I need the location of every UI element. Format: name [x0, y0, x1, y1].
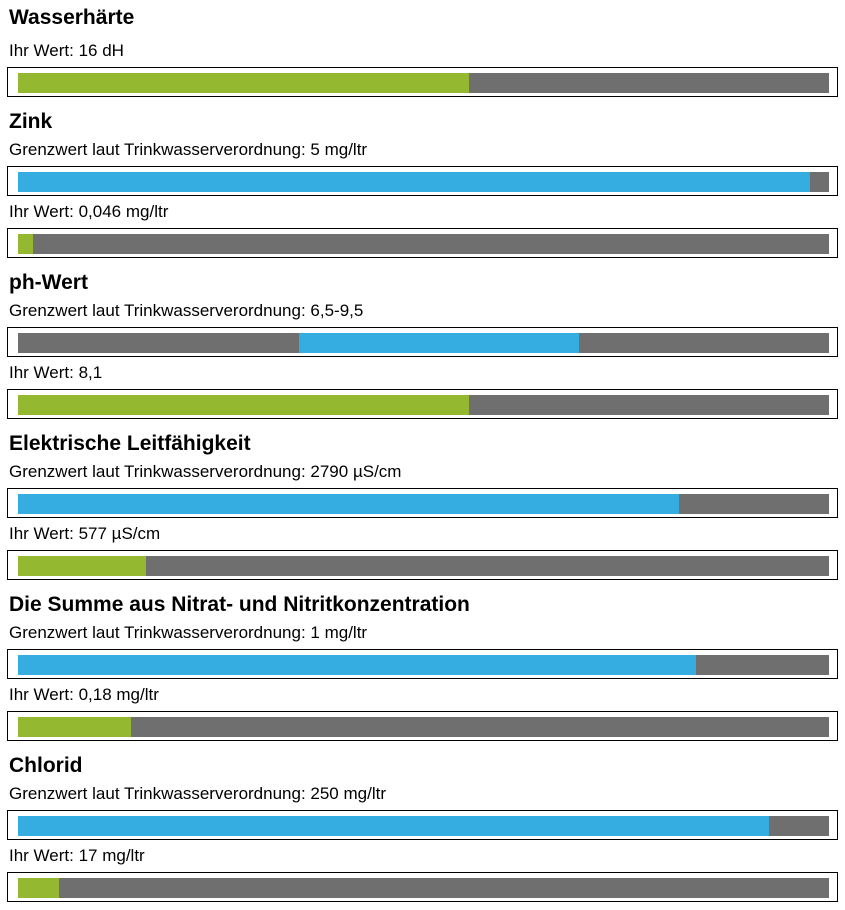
bar-track — [18, 172, 829, 192]
bar-track — [18, 816, 829, 836]
bar-track — [18, 234, 829, 254]
value-bar-wasserhaerte — [7, 67, 838, 97]
bar-track — [18, 494, 829, 514]
section-title-wasserhaerte: Wasserhärte — [9, 6, 135, 29]
value-label-leitfaehigkeit: Ihr Wert: 577 µS/cm — [9, 524, 161, 543]
bar-track — [18, 333, 829, 353]
bar-track — [18, 73, 829, 93]
limit-bar-fill — [18, 655, 696, 675]
limit-bar-zink — [7, 166, 838, 196]
section-title-leitfaehigkeit: Elektrische Leitfähigkeit — [9, 432, 251, 455]
section-title-chlorid: Chlorid — [9, 754, 83, 777]
bar-track — [18, 556, 829, 576]
bar-track — [18, 717, 829, 737]
bar-track — [18, 655, 829, 675]
limit-bar-nitrat-nitrit — [7, 649, 838, 679]
value-bar-leitfaehigkeit — [7, 550, 838, 580]
value-bar-fill — [18, 878, 59, 898]
value-bar-fill — [18, 73, 469, 93]
limit-bar-fill — [18, 494, 679, 514]
limit-bar-fill — [18, 816, 769, 836]
value-bar-zink — [7, 228, 838, 258]
section-title-nitrat-nitrit: Die Summe aus Nitrat- und Nitritkonzentr… — [9, 593, 470, 616]
limit-bar-chlorid — [7, 810, 838, 840]
section-title-zink: Zink — [9, 110, 53, 133]
bar-track — [18, 878, 829, 898]
value-label-ph-wert: Ihr Wert: 8,1 — [9, 363, 103, 382]
section-title-ph-wert: ph-Wert — [9, 271, 88, 294]
value-label-chlorid: Ihr Wert: 17 mg/ltr — [9, 846, 145, 865]
bar-track — [18, 395, 829, 415]
value-bar-fill — [18, 556, 147, 576]
limit-label-ph-wert: Grenzwert laut Trinkwasserverordnung: 6,… — [9, 301, 364, 320]
value-label-zink: Ihr Wert: 0,046 mg/ltr — [9, 202, 169, 221]
value-bar-ph-wert — [7, 389, 838, 419]
limit-label-zink: Grenzwert laut Trinkwasserverordnung: 5 … — [9, 140, 368, 159]
limit-bar-fill — [18, 172, 810, 192]
value-label-nitrat-nitrit: Ihr Wert: 0,18 mg/ltr — [9, 685, 159, 704]
value-bar-fill — [18, 234, 33, 254]
limit-label-leitfaehigkeit: Grenzwert laut Trinkwasserverordnung: 27… — [9, 462, 402, 481]
limit-bar-ph-wert — [7, 327, 838, 357]
value-bar-fill — [18, 717, 131, 737]
value-bar-nitrat-nitrit — [7, 711, 838, 741]
limit-bar-fill — [298, 333, 580, 353]
value-label-wasserhaerte: Ihr Wert: 16 dH — [9, 41, 124, 60]
value-bar-fill — [18, 395, 469, 415]
limit-bar-leitfaehigkeit — [7, 488, 838, 518]
limit-label-nitrat-nitrit: Grenzwert laut Trinkwasserverordnung: 1 … — [9, 623, 368, 642]
value-bar-chlorid — [7, 872, 838, 902]
limit-label-chlorid: Grenzwert laut Trinkwasserverordnung: 25… — [9, 784, 386, 803]
